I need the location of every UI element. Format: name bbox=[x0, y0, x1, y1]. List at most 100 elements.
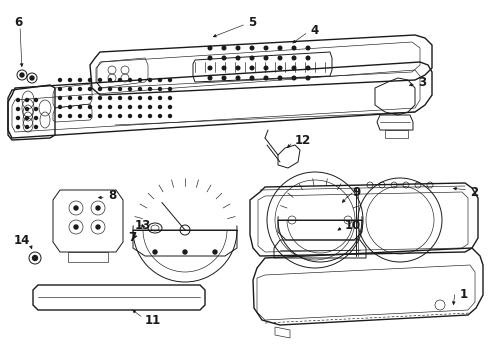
Circle shape bbox=[35, 108, 38, 111]
Circle shape bbox=[236, 56, 239, 60]
Circle shape bbox=[68, 87, 71, 90]
Circle shape bbox=[168, 114, 171, 117]
Circle shape bbox=[158, 87, 161, 90]
Circle shape bbox=[148, 105, 151, 108]
Circle shape bbox=[88, 96, 91, 99]
Circle shape bbox=[59, 114, 61, 117]
Circle shape bbox=[208, 56, 211, 60]
Circle shape bbox=[88, 105, 91, 108]
Circle shape bbox=[180, 225, 190, 235]
Circle shape bbox=[222, 76, 225, 80]
Text: 4: 4 bbox=[309, 23, 318, 36]
Circle shape bbox=[96, 206, 100, 210]
Text: 3: 3 bbox=[417, 76, 425, 89]
Circle shape bbox=[168, 96, 171, 99]
Circle shape bbox=[108, 105, 111, 108]
Circle shape bbox=[250, 46, 253, 50]
Circle shape bbox=[128, 87, 131, 90]
Text: 5: 5 bbox=[247, 15, 256, 28]
Circle shape bbox=[158, 105, 161, 108]
Circle shape bbox=[35, 99, 38, 102]
Circle shape bbox=[138, 78, 141, 81]
Circle shape bbox=[118, 78, 121, 81]
Circle shape bbox=[138, 105, 141, 108]
Circle shape bbox=[79, 87, 81, 90]
Circle shape bbox=[213, 250, 217, 254]
Circle shape bbox=[158, 114, 161, 117]
Circle shape bbox=[59, 78, 61, 81]
Circle shape bbox=[222, 66, 225, 70]
Circle shape bbox=[168, 87, 171, 90]
Circle shape bbox=[68, 105, 71, 108]
Circle shape bbox=[32, 256, 38, 261]
Circle shape bbox=[250, 66, 253, 70]
Circle shape bbox=[118, 96, 121, 99]
Circle shape bbox=[168, 105, 171, 108]
Circle shape bbox=[305, 76, 309, 80]
Circle shape bbox=[208, 46, 211, 50]
Circle shape bbox=[88, 114, 91, 117]
Circle shape bbox=[236, 46, 239, 50]
Circle shape bbox=[278, 56, 281, 60]
Circle shape bbox=[264, 66, 267, 70]
Text: 11: 11 bbox=[145, 314, 161, 327]
Circle shape bbox=[59, 87, 61, 90]
Circle shape bbox=[108, 87, 111, 90]
Circle shape bbox=[98, 96, 102, 99]
Circle shape bbox=[292, 66, 295, 70]
Circle shape bbox=[292, 76, 295, 80]
Circle shape bbox=[35, 117, 38, 120]
Circle shape bbox=[35, 126, 38, 129]
Circle shape bbox=[148, 87, 151, 90]
Circle shape bbox=[128, 114, 131, 117]
Circle shape bbox=[79, 114, 81, 117]
Circle shape bbox=[222, 46, 225, 50]
Circle shape bbox=[138, 96, 141, 99]
Circle shape bbox=[98, 114, 102, 117]
Circle shape bbox=[278, 66, 281, 70]
Circle shape bbox=[264, 46, 267, 50]
Circle shape bbox=[68, 78, 71, 81]
Circle shape bbox=[25, 117, 28, 120]
Circle shape bbox=[20, 73, 24, 77]
Circle shape bbox=[148, 114, 151, 117]
Circle shape bbox=[79, 78, 81, 81]
Circle shape bbox=[168, 78, 171, 81]
Circle shape bbox=[250, 76, 253, 80]
Circle shape bbox=[17, 126, 20, 129]
Circle shape bbox=[153, 250, 157, 254]
Circle shape bbox=[138, 87, 141, 90]
Circle shape bbox=[278, 46, 281, 50]
Circle shape bbox=[208, 76, 211, 80]
Circle shape bbox=[222, 56, 225, 60]
Text: 10: 10 bbox=[345, 219, 361, 231]
Circle shape bbox=[59, 105, 61, 108]
Circle shape bbox=[17, 117, 20, 120]
Circle shape bbox=[208, 66, 211, 70]
Circle shape bbox=[108, 78, 111, 81]
Circle shape bbox=[158, 96, 161, 99]
Text: 7: 7 bbox=[128, 230, 136, 243]
Circle shape bbox=[158, 78, 161, 81]
Text: 8: 8 bbox=[108, 189, 116, 202]
Circle shape bbox=[108, 114, 111, 117]
Circle shape bbox=[118, 87, 121, 90]
Circle shape bbox=[25, 108, 28, 111]
Text: 14: 14 bbox=[14, 234, 30, 247]
Circle shape bbox=[264, 76, 267, 80]
Text: 12: 12 bbox=[294, 134, 311, 147]
Circle shape bbox=[74, 225, 78, 229]
Circle shape bbox=[264, 56, 267, 60]
Circle shape bbox=[305, 66, 309, 70]
Circle shape bbox=[25, 126, 28, 129]
Circle shape bbox=[236, 76, 239, 80]
Circle shape bbox=[108, 96, 111, 99]
Circle shape bbox=[88, 78, 91, 81]
Circle shape bbox=[138, 114, 141, 117]
Circle shape bbox=[17, 108, 20, 111]
Circle shape bbox=[292, 56, 295, 60]
Circle shape bbox=[17, 99, 20, 102]
Circle shape bbox=[183, 250, 186, 254]
Circle shape bbox=[25, 99, 28, 102]
Circle shape bbox=[236, 66, 239, 70]
